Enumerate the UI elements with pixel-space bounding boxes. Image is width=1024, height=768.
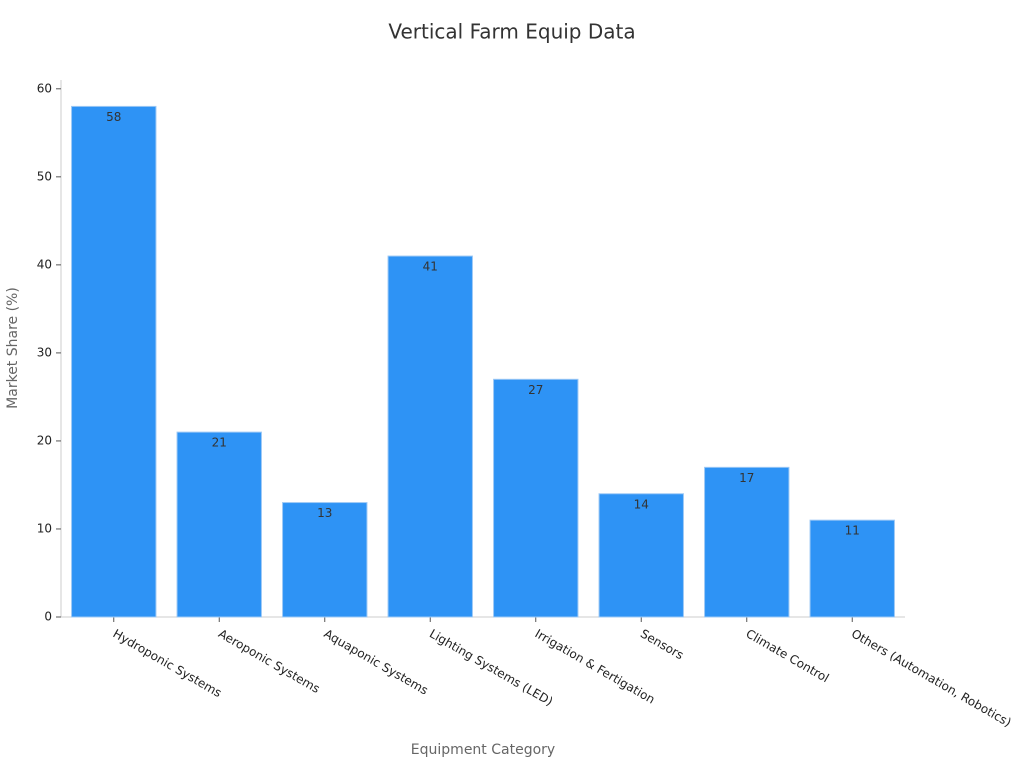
value-label: 17 xyxy=(739,471,754,485)
value-label: 11 xyxy=(845,524,860,538)
y-tick-label: 60 xyxy=(37,81,52,95)
value-label: 58 xyxy=(106,110,121,124)
bar xyxy=(71,105,157,618)
bar xyxy=(598,493,684,618)
x-tick-label: Others (Automation, Robotics) xyxy=(849,627,1014,730)
y-tick-label: 30 xyxy=(37,345,52,359)
x-tick-label: Aeroponic Systems xyxy=(216,627,322,696)
value-label: 27 xyxy=(528,383,543,397)
y-tick-label: 0 xyxy=(44,610,52,624)
x-axis-label: Equipment Category xyxy=(411,742,555,758)
value-label: 13 xyxy=(317,506,332,520)
x-tick-label: Hydroponic Systems xyxy=(111,627,225,701)
bar xyxy=(704,466,790,618)
bar xyxy=(176,431,262,618)
x-tick-label: Sensors xyxy=(638,627,686,663)
x-tick-label: Climate Control xyxy=(744,627,832,686)
y-tick-label: 10 xyxy=(37,521,52,535)
bar xyxy=(493,378,579,618)
value-label: 14 xyxy=(634,497,649,511)
y-tick-label: 50 xyxy=(37,169,52,183)
y-tick-label: 40 xyxy=(37,257,52,271)
chart-title: Vertical Farm Equip Data xyxy=(388,20,635,44)
bar xyxy=(809,519,895,618)
bar xyxy=(387,255,473,618)
value-label: 41 xyxy=(423,260,438,274)
bar xyxy=(282,502,368,618)
y-tick-label: 20 xyxy=(37,433,52,447)
x-tick-label: Aquaponic Systems xyxy=(322,627,431,698)
y-axis-label: Market Share (%) xyxy=(5,287,21,409)
value-label: 21 xyxy=(212,436,227,450)
